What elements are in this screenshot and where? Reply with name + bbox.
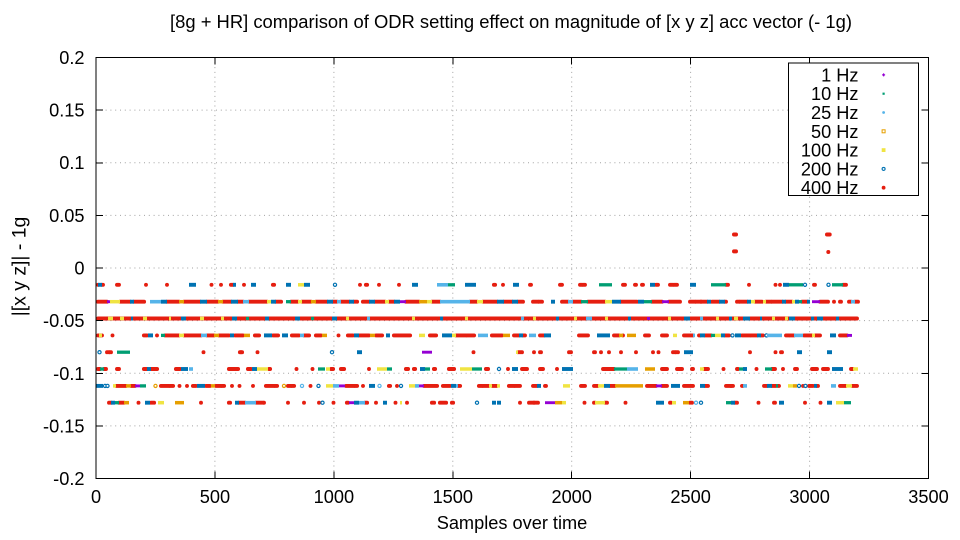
svg-text:|[x y z]| - 1g: |[x y z]| - 1g <box>9 217 31 317</box>
svg-text:0: 0 <box>74 259 84 279</box>
svg-text:-0.15: -0.15 <box>43 416 84 436</box>
svg-text:10 Hz: 10 Hz <box>811 84 859 104</box>
svg-text:400 Hz: 400 Hz <box>801 178 859 198</box>
svg-text:-0.2: -0.2 <box>53 469 84 489</box>
svg-text:1000: 1000 <box>314 487 354 507</box>
svg-text:100 Hz: 100 Hz <box>801 141 859 161</box>
svg-text:[8g + HR] comparison of ODR se: [8g + HR] comparison of ODR setting effe… <box>170 11 852 32</box>
svg-text:-0.05: -0.05 <box>43 311 84 331</box>
svg-text:25 Hz: 25 Hz <box>811 103 859 123</box>
svg-text:0.05: 0.05 <box>49 206 84 226</box>
svg-text:50 Hz: 50 Hz <box>811 122 859 142</box>
svg-text:2500: 2500 <box>670 487 710 507</box>
svg-text:-0.1: -0.1 <box>53 364 84 384</box>
svg-text:0.2: 0.2 <box>59 48 84 68</box>
svg-text:Samples over time: Samples over time <box>437 513 588 533</box>
svg-text:1 Hz: 1 Hz <box>821 65 858 85</box>
svg-text:0.1: 0.1 <box>59 153 84 173</box>
svg-text:0: 0 <box>91 487 101 507</box>
svg-text:500: 500 <box>200 487 230 507</box>
svg-text:2000: 2000 <box>551 487 591 507</box>
svg-text:200 Hz: 200 Hz <box>801 159 859 179</box>
svg-text:1500: 1500 <box>433 487 473 507</box>
svg-text:3000: 3000 <box>789 487 829 507</box>
svg-text:3500: 3500 <box>908 487 948 507</box>
svg-text:0.15: 0.15 <box>49 101 84 121</box>
